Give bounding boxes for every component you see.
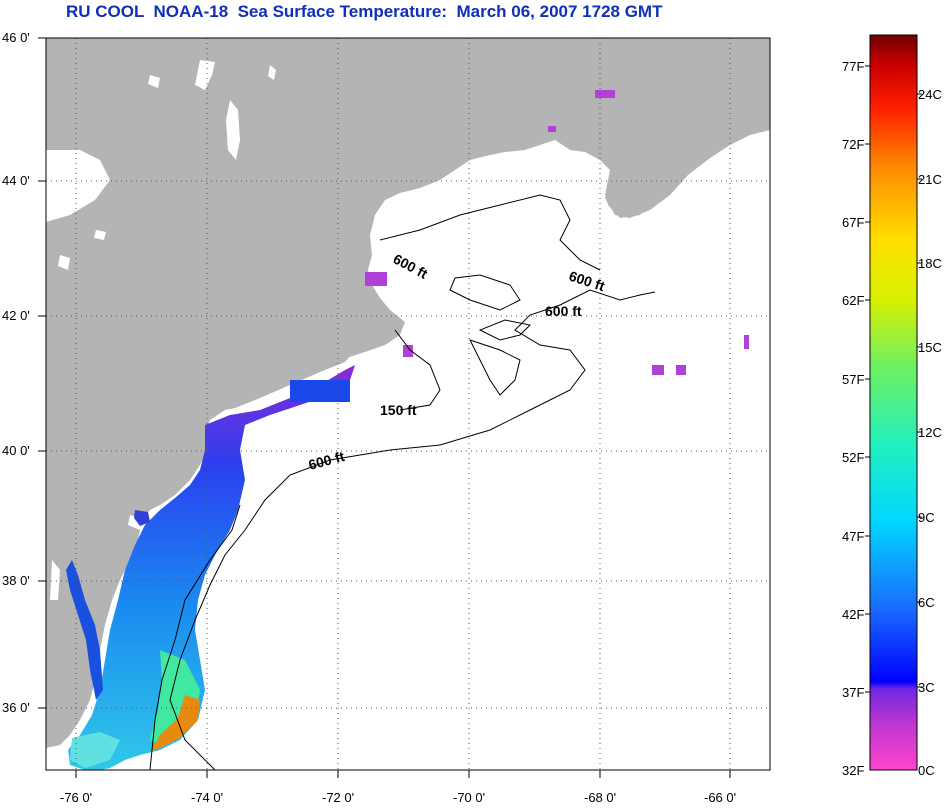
map-canvas: 600 ft 600 ft 600 ft 150 ft 600 ft [46,38,770,770]
chesapeake-bay [66,560,103,700]
contour-label-600ft: 600 ft [545,303,582,319]
colorbar-c-label: 9C [918,510,935,525]
delaware-bay [134,510,150,526]
sst-shelf-water [68,365,355,770]
contour-label-150ft: 150 ft [380,402,417,418]
map-frame [45,37,771,771]
lon-label: -74 0' [191,790,223,805]
lat-axis-labels: 46 0' 44 0' 42 0' 40 0' 38 0' 36 0' [2,30,30,715]
blue-patch [290,380,350,402]
lon-axis-labels: -76 0' -74 0' -72 0' -70 0' -68 0' -66 0… [60,790,736,805]
nova-scotia [605,100,770,218]
sound-water [70,732,120,768]
colorbar-f-label: 37F [842,685,864,700]
colorbar-f-labels: 77F 72F 67F 62F 57F 52F 47F 42F 37F 32F [842,59,864,778]
colorbar-f-label: 47F [842,529,864,544]
gulf-stream-edge [150,695,200,752]
colorbar-c-label: 6C [918,595,935,610]
colorbar [869,34,918,771]
axis-ticks [38,37,731,778]
purple-patches [365,90,749,375]
colorbar-f-label: 72F [842,137,864,152]
long-island [210,350,355,412]
colorbar-c-label: 18C [918,256,942,271]
colorbar-f-label: 62F [842,293,864,308]
lon-label: -72 0' [322,790,354,805]
colorbar-f-label: 42F [842,607,864,622]
colorbar-f-label: 77F [842,59,864,74]
colorbar-c-label: 24C [918,87,942,102]
colorbar-f-label: 32F [842,763,864,778]
lon-label: -76 0' [60,790,92,805]
land-mass [46,38,770,748]
map-title: RU COOL NOAA-18 Sea Surface Temperature:… [66,2,663,21]
lat-label: 40 0' [2,443,30,458]
lat-label: 46 0' [2,30,30,45]
colorbar-c-label: 15C [918,340,942,355]
lon-label: -66 0' [704,790,736,805]
graticule [46,38,770,770]
lat-label: 44 0' [2,173,30,188]
colorbar-c-labels: 24C 21C 18C 15C 12C 9C 6C 3C 0C [918,87,942,778]
colorbar-c-label: 21C [918,172,942,187]
inland-lakes [46,60,276,600]
lon-label: -68 0' [584,790,616,805]
colorbar-f-label: 57F [842,372,864,387]
lon-label: -70 0' [453,790,485,805]
colorbar-f-label: 52F [842,450,864,465]
lat-label: 42 0' [2,308,30,323]
lat-label: 36 0' [2,700,30,715]
colorbar-c-label: 3C [918,680,935,695]
colorbar-c-label: 12C [918,425,942,440]
lat-label: 38 0' [2,573,30,588]
colorbar-f-label: 67F [842,215,864,230]
colorbar-ticks [865,65,922,693]
colorbar-c-label: 0C [918,763,935,778]
bathymetry-contours [149,194,656,770]
